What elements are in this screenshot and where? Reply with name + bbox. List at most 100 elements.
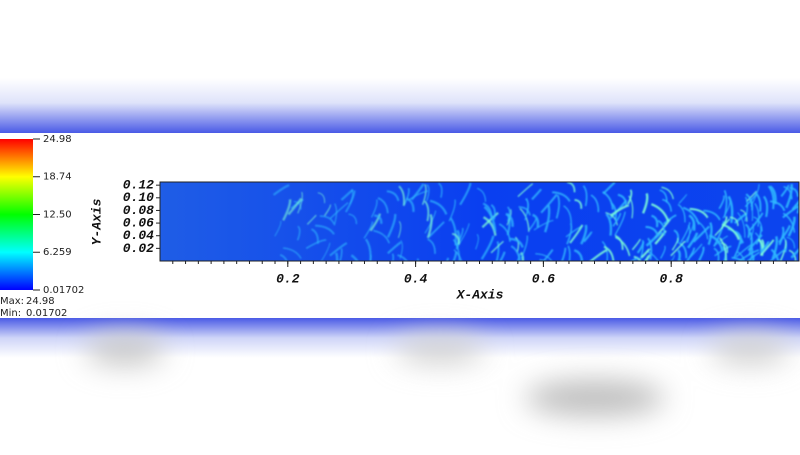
- vortex: [387, 241, 402, 255]
- vortex: [498, 223, 511, 242]
- vortex: [475, 233, 479, 250]
- vortex: [609, 204, 630, 217]
- vortex: [678, 242, 688, 259]
- vortex: [424, 200, 430, 222]
- vortex: [495, 241, 500, 261]
- vortex: [429, 199, 448, 215]
- vortex: [453, 249, 463, 261]
- vortex: [727, 195, 734, 224]
- vortex: [426, 184, 430, 201]
- vortex: [399, 240, 403, 259]
- blurred-content: [85, 334, 790, 416]
- vortex: [692, 225, 710, 243]
- vortex: [297, 191, 303, 214]
- vortex: [786, 236, 795, 249]
- min-label: Min:: [0, 308, 21, 319]
- vortex: [677, 249, 681, 261]
- vortex: [740, 209, 748, 222]
- vortex: [671, 254, 675, 261]
- x-axis-label: X-Axis: [456, 287, 504, 302]
- vortex: [744, 223, 751, 239]
- vortex: [707, 222, 713, 246]
- vortex: [688, 214, 696, 231]
- vortex: [377, 197, 389, 214]
- vortex: [315, 224, 335, 235]
- vortex: [678, 194, 688, 204]
- vortex: [718, 195, 725, 210]
- y-tick-label: 0.12: [123, 178, 154, 193]
- vortex: [287, 197, 303, 216]
- vortex: [689, 207, 709, 219]
- vortex: [293, 200, 302, 210]
- vortex: [386, 213, 397, 238]
- vortex: [518, 206, 531, 216]
- vortex: [680, 222, 691, 243]
- vortex: [398, 185, 406, 207]
- vortex: [350, 254, 359, 261]
- vortex: [729, 216, 739, 227]
- x-tick-label: 0.8: [659, 271, 683, 286]
- vortex: [640, 248, 651, 259]
- vortex: [721, 242, 729, 254]
- vortex: [416, 258, 419, 261]
- vortex: [630, 257, 639, 261]
- vortex: [719, 237, 727, 261]
- vortex: [713, 221, 725, 247]
- vortex: [659, 189, 668, 203]
- max-value: 24.98: [26, 296, 55, 307]
- vortex: [296, 225, 301, 241]
- vortex: [535, 253, 553, 261]
- vortex: [612, 212, 622, 227]
- max-label: Max:: [0, 296, 24, 307]
- colorbar-tick-label: 6.259: [43, 247, 72, 258]
- vortex: [684, 222, 694, 243]
- vortex: [516, 253, 521, 261]
- vortex: [645, 231, 663, 247]
- vortex: [451, 232, 460, 245]
- vortex: [778, 226, 785, 246]
- vortex: [348, 213, 358, 225]
- vortex: [646, 250, 659, 261]
- colorbar-tick-label: 12.50: [43, 209, 72, 220]
- vortex: [790, 248, 799, 259]
- vortex: [762, 195, 769, 218]
- vortex: [753, 216, 763, 232]
- vortex: [369, 213, 382, 232]
- y-tick-label: 0.08: [123, 203, 154, 218]
- vortex: [391, 253, 395, 261]
- vortex: [601, 240, 609, 261]
- vortex: [567, 245, 571, 261]
- x-tick-label: 0.6: [532, 271, 556, 286]
- vortex: [796, 204, 799, 214]
- vortex: [755, 225, 762, 245]
- vortex: [657, 219, 666, 236]
- vortex: [647, 237, 653, 260]
- vortex: [614, 211, 626, 236]
- x-tick-label: 0.2: [276, 271, 300, 286]
- vortex: [757, 238, 764, 256]
- colorbar-tick-label: 0.01702: [43, 285, 84, 296]
- vortex: [339, 248, 343, 261]
- vortex: [528, 217, 537, 231]
- vortex: [737, 212, 746, 238]
- vortex: [627, 189, 633, 205]
- vortex: [673, 229, 680, 244]
- vortex: [452, 238, 461, 261]
- vortex: [650, 203, 670, 222]
- vortex: [452, 251, 458, 261]
- vortex: [446, 257, 450, 261]
- vortex: [480, 235, 495, 260]
- vortex: [670, 240, 686, 257]
- x-tick-label: 0.4: [404, 271, 428, 286]
- vortex: [397, 220, 402, 239]
- vortex: [311, 228, 319, 244]
- vortex: [782, 205, 799, 219]
- vortex: [686, 247, 696, 261]
- min-value: 0.01702: [26, 308, 67, 319]
- vortex: [749, 223, 755, 240]
- vortex: [519, 207, 530, 232]
- vortex: [482, 216, 497, 236]
- vortex: [517, 183, 534, 198]
- vortex: [427, 238, 436, 254]
